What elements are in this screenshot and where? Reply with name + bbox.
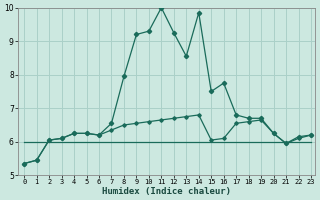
X-axis label: Humidex (Indice chaleur): Humidex (Indice chaleur) bbox=[102, 187, 231, 196]
